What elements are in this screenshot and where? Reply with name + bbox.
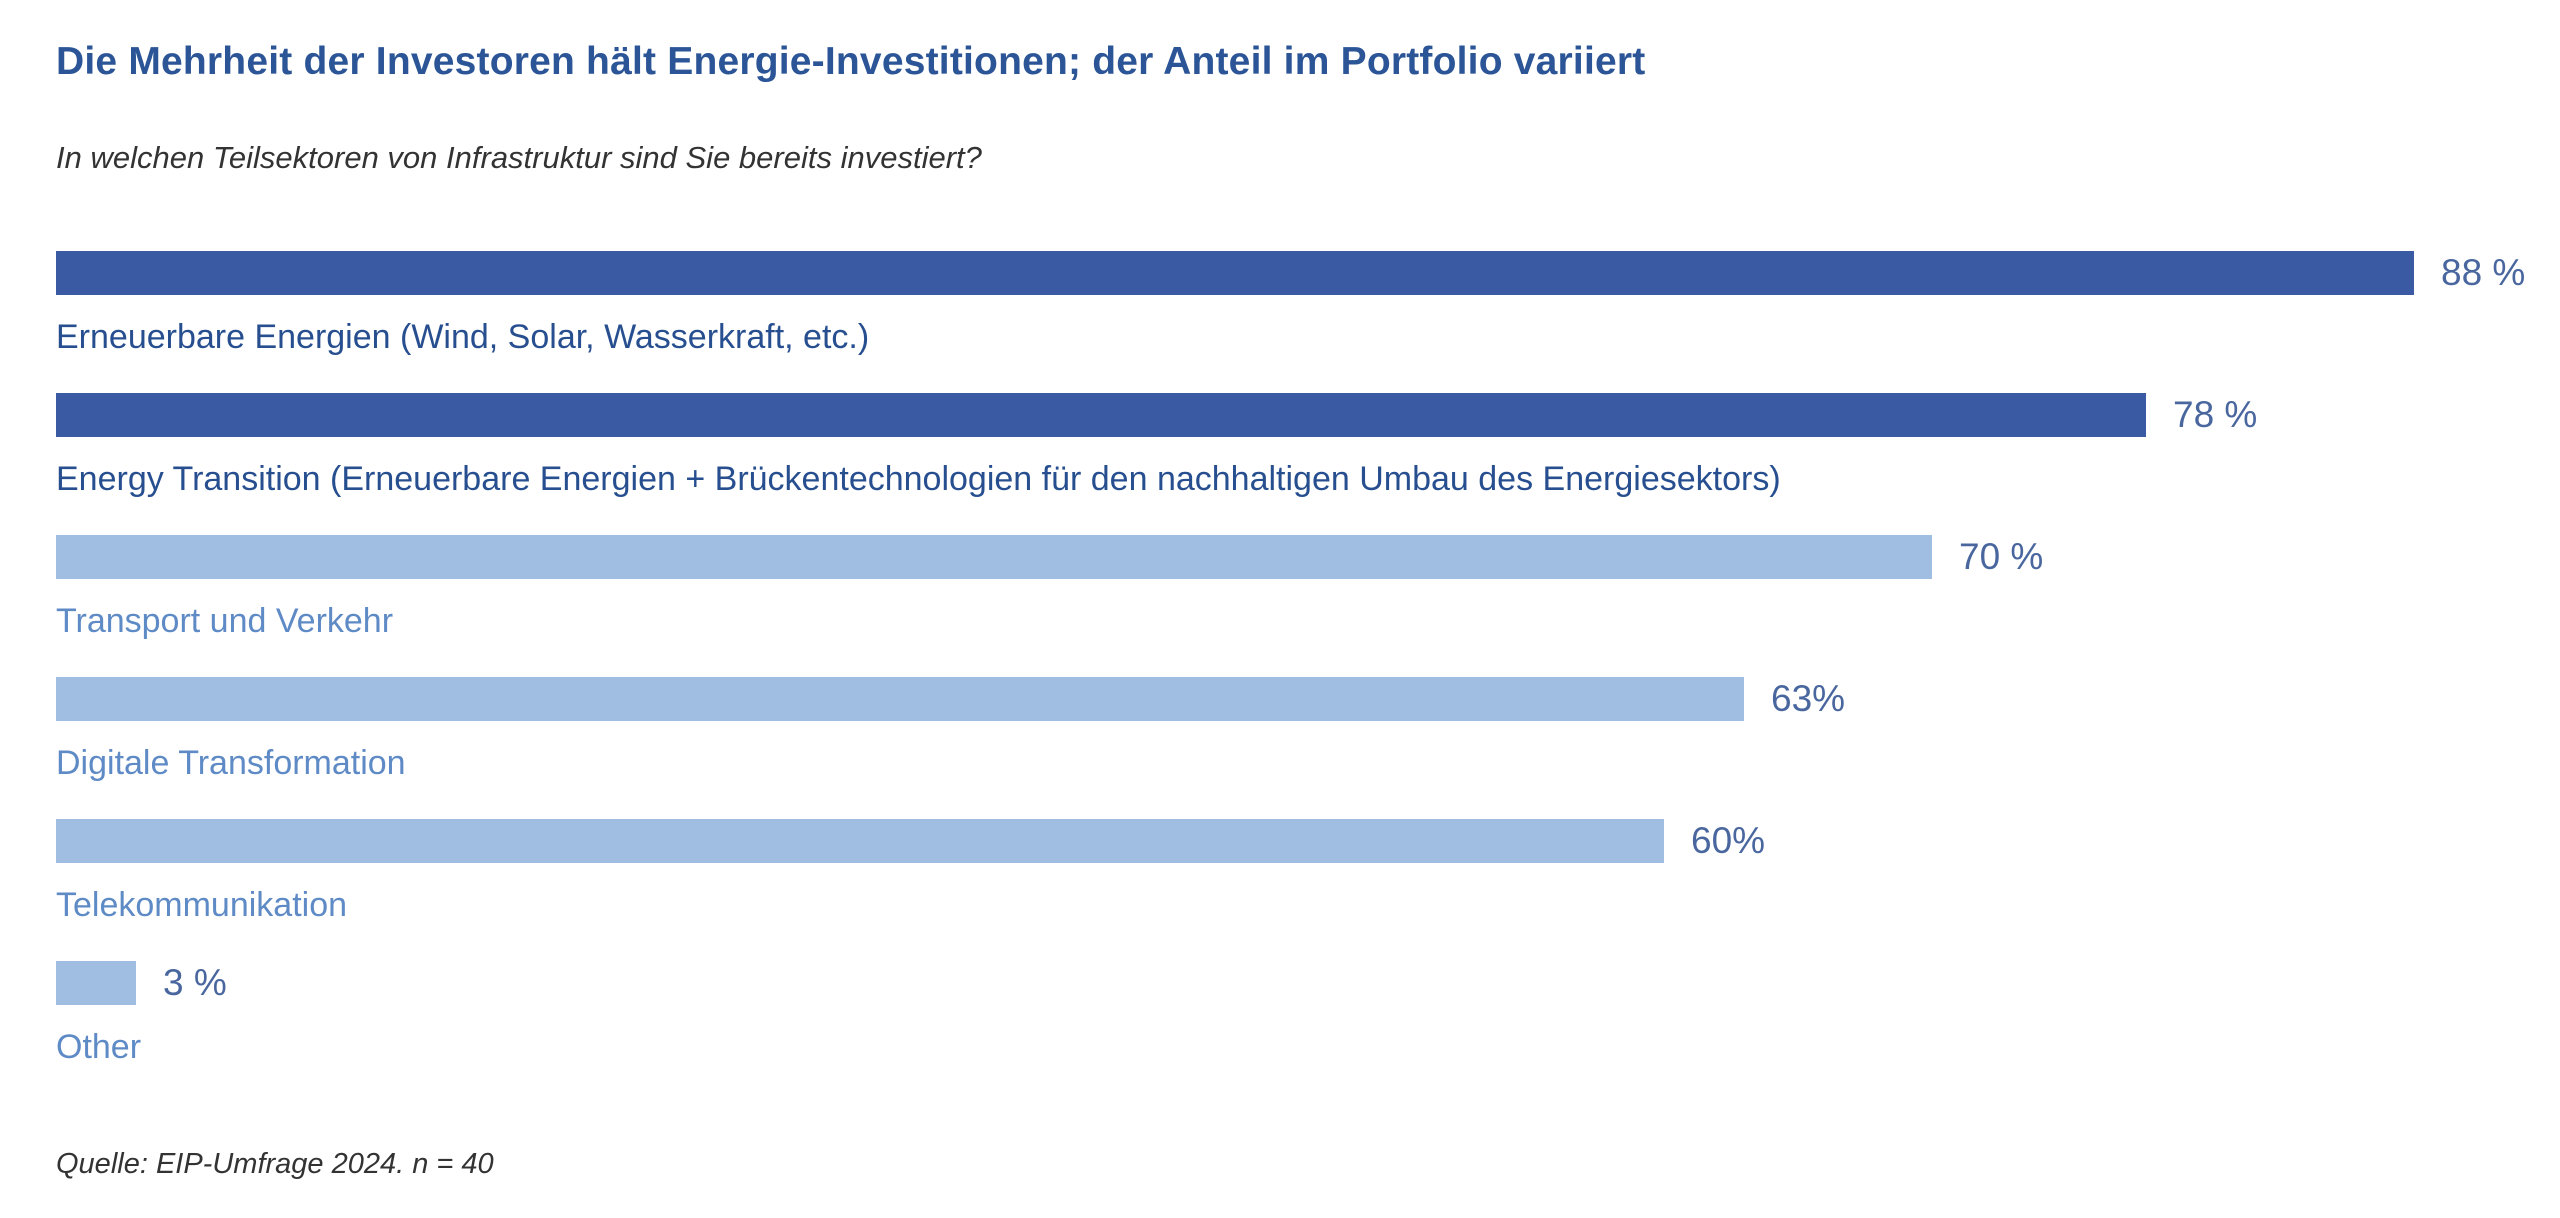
bar-group: 78 % Energy Transition (Erneuerbare Ener… [56, 393, 2540, 535]
bar-value-label: 3 % [163, 962, 227, 1003]
bar-line: 70 % [56, 535, 2540, 579]
bar [56, 251, 2414, 295]
bar-category-label: Other [56, 1028, 142, 1066]
bar [56, 677, 1744, 721]
survey-chart-page: Die Mehrheit der Investoren hält Energie… [56, 40, 2540, 1180]
bar-line: 88 % [56, 251, 2540, 295]
bar-line: 78 % [56, 393, 2540, 437]
bar [56, 819, 1664, 863]
bar-group: 60% Telekommunikation [56, 819, 2540, 961]
bar-line: 60% [56, 819, 2540, 863]
bar-group: 88 % Erneuerbare Energien (Wind, Solar, … [56, 251, 2540, 393]
chart-title: Die Mehrheit der Investoren hält Energie… [56, 40, 1646, 83]
bar-line: 63% [56, 677, 2540, 721]
bar-group: 3 % Other [56, 961, 2540, 1103]
bar-value-label: 78 % [2173, 394, 2258, 435]
bar-value-label: 88 % [2441, 252, 2526, 293]
bar [56, 393, 2146, 437]
bar-line: 3 % [56, 961, 2540, 1005]
bar-category-label: Transport und Verkehr [56, 602, 394, 640]
bar-value-label: 63% [1771, 678, 1846, 719]
chart-subtitle-question: In welchen Teilsektoren von Infrastruktu… [56, 140, 982, 175]
bar-category-label: Telekommunikation [56, 886, 348, 924]
bar-category-label: Erneuerbare Energien (Wind, Solar, Wasse… [56, 318, 870, 356]
bar-category-label: Digitale Transformation [56, 744, 406, 782]
horizontal-bar-chart: 88 % Erneuerbare Energien (Wind, Solar, … [56, 251, 2540, 1103]
bar [56, 535, 1932, 579]
bar [56, 961, 136, 1005]
bar-group: 70 % Transport und Verkehr [56, 535, 2540, 677]
bar-group: 63% Digitale Transformation [56, 677, 2540, 819]
bar-value-label: 70 % [1959, 536, 2044, 577]
bar-value-label: 60% [1691, 820, 1766, 861]
bar-category-label: Energy Transition (Erneuerbare Energien … [56, 460, 1781, 498]
chart-source-note: Quelle: EIP-Umfrage 2024. n = 40 [56, 1148, 494, 1180]
